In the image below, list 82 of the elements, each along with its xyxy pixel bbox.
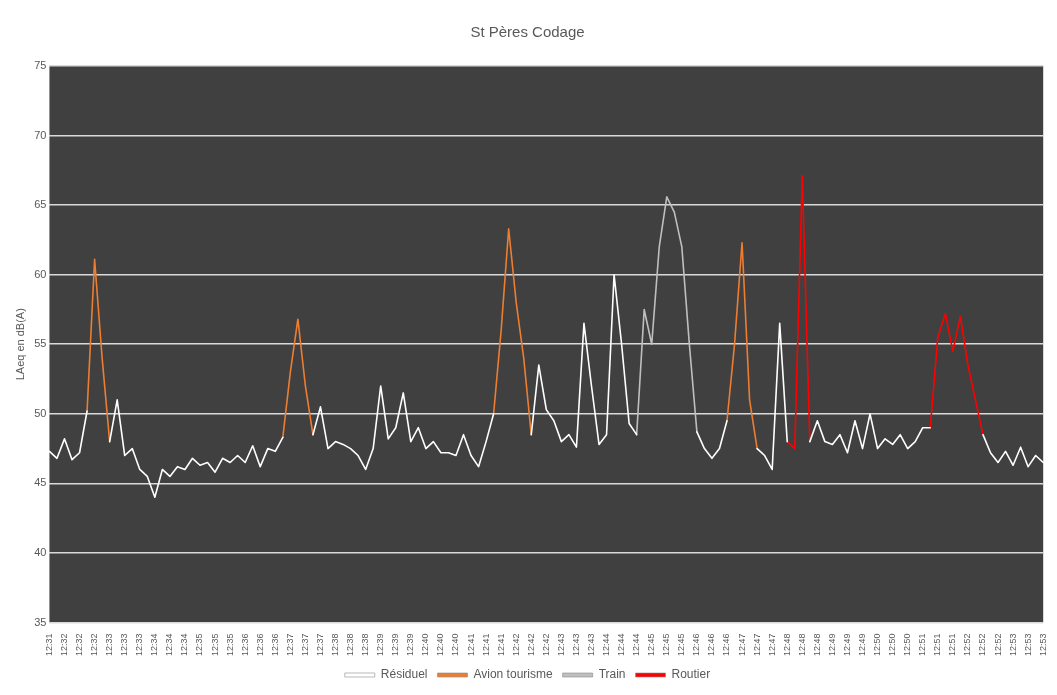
x-tick-label: 12:49 xyxy=(826,633,837,657)
x-tick-label: 12:51 xyxy=(932,633,943,657)
x-tick-label: 12:51 xyxy=(947,633,958,657)
x-tick-label: 12:45 xyxy=(661,633,672,657)
x-tick-label: 12:49 xyxy=(841,633,852,657)
y-tick-label: 50 xyxy=(34,406,47,419)
x-tick-label: 12:35 xyxy=(194,633,205,657)
x-tick-label: 12:34 xyxy=(164,633,175,657)
x-tick-label: 12:42 xyxy=(540,633,551,657)
x-tick-label: 12:37 xyxy=(299,633,310,657)
x-tick-label: 12:38 xyxy=(330,633,340,657)
x-tick-label: 12:43 xyxy=(555,633,566,657)
x-tick-label: 12:42 xyxy=(525,633,536,657)
x-tick-label: 12:41 xyxy=(495,633,506,657)
x-tick-label: 12:46 xyxy=(691,633,702,657)
y-tick-label: 65 xyxy=(34,198,47,211)
x-tick-label: 12:36 xyxy=(239,633,250,657)
x-tick-label: 12:31 xyxy=(43,633,54,657)
x-tick-label: 12:42 xyxy=(510,633,521,657)
y-tick-label: 55 xyxy=(34,337,47,350)
x-tick-label: 12:53 xyxy=(1007,633,1018,657)
x-tick-label: 12:41 xyxy=(480,633,491,657)
legend-label: Avion tourisme xyxy=(473,667,553,682)
x-tick-label: 12:34 xyxy=(149,633,160,657)
legend-label: Routier xyxy=(671,667,711,682)
y-tick-label: 45 xyxy=(34,476,47,489)
x-tick-label: 12:47 xyxy=(736,633,747,657)
x-tick-label: 12:48 xyxy=(781,633,792,657)
y-axis-title: LAeq en dB(A) xyxy=(13,308,26,381)
x-tick-label: 12:52 xyxy=(977,633,988,657)
x-tick-label: 12:50 xyxy=(872,633,883,657)
x-tick-label: 12:40 xyxy=(435,633,446,657)
x-tick-label: 12:43 xyxy=(570,633,581,657)
x-tick-label: 12:32 xyxy=(74,633,85,657)
x-tick-label: 12:38 xyxy=(345,633,356,657)
x-tick-label: 12:46 xyxy=(706,633,717,657)
x-tick-label: 12:53 xyxy=(1022,633,1033,657)
x-tick-label: 12:52 xyxy=(962,633,973,657)
x-tick-label: 12:39 xyxy=(390,633,401,657)
x-tick-label: 12:38 xyxy=(360,633,371,657)
x-tick-label: 12:32 xyxy=(89,633,100,657)
x-tick-label: 12:44 xyxy=(601,633,612,657)
x-tick-label: 12:44 xyxy=(631,633,642,657)
x-tick-label: 12:50 xyxy=(902,633,913,657)
x-tick-label: 12:49 xyxy=(857,633,867,657)
x-tick-label: 12:44 xyxy=(616,633,627,657)
x-tick-label: 12:43 xyxy=(585,633,596,657)
x-tick-label: 12:45 xyxy=(676,633,687,657)
y-tick-label: 40 xyxy=(34,545,47,558)
x-tick-label: 12:46 xyxy=(721,633,732,657)
x-tick-label: 12:40 xyxy=(420,633,431,657)
x-tick-label: 12:39 xyxy=(375,633,386,657)
x-tick-label: 12:53 xyxy=(1037,633,1048,657)
legend-label: Train xyxy=(598,667,626,682)
y-tick-label: 35 xyxy=(34,615,47,628)
x-tick-label: 12:33 xyxy=(119,633,130,657)
x-tick-label: 12:41 xyxy=(465,633,476,657)
x-tick-label: 12:36 xyxy=(254,633,265,657)
y-tick-label: 70 xyxy=(34,128,47,141)
x-tick-label: 12:48 xyxy=(796,633,807,657)
x-tick-label: 12:52 xyxy=(992,633,1003,657)
x-tick-label: 12:45 xyxy=(646,633,657,657)
x-tick-label: 12:37 xyxy=(284,633,295,657)
y-tick-label: 60 xyxy=(34,267,47,280)
x-tick-label: 12:37 xyxy=(314,633,325,657)
x-tick-label: 12:50 xyxy=(887,633,898,657)
x-tick-label: 12:34 xyxy=(179,633,190,657)
x-tick-label: 12:33 xyxy=(104,633,115,657)
x-tick-label: 12:36 xyxy=(269,633,280,657)
x-tick-label: 12:48 xyxy=(811,633,822,657)
chart-title: St Pères Codage xyxy=(470,23,585,41)
x-tick-label: 12:51 xyxy=(917,633,928,657)
legend-label: Résiduel xyxy=(380,667,428,682)
x-tick-label: 12:32 xyxy=(58,633,69,657)
x-tick-label: 12:40 xyxy=(450,633,461,657)
x-tick-label: 12:47 xyxy=(751,633,762,657)
x-tick-label: 12:39 xyxy=(405,633,416,657)
x-tick-label: 12:35 xyxy=(209,633,220,657)
x-tick-label: 12:35 xyxy=(224,633,235,657)
x-tick-label: 12:47 xyxy=(766,633,777,657)
y-tick-label: 75 xyxy=(34,59,47,72)
x-tick-label: 12:33 xyxy=(134,633,145,657)
